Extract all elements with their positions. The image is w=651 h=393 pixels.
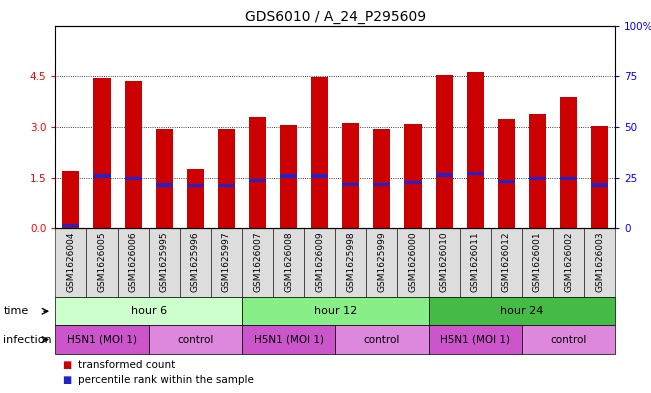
Text: H5N1 (MOI 1): H5N1 (MOI 1) [440,334,510,345]
Bar [311,77,328,228]
Bar [404,181,422,184]
Bar [436,75,452,228]
Text: ■: ■ [62,375,71,385]
Text: H5N1 (MOI 1): H5N1 (MOI 1) [254,334,324,345]
Bar [467,172,484,175]
Bar [560,176,577,180]
Bar [62,171,79,228]
Bar [436,173,452,176]
Bar [591,184,608,187]
Bar [498,180,515,184]
Bar [218,129,235,228]
Text: transformed count: transformed count [78,360,175,370]
Bar [529,114,546,228]
Text: ■: ■ [62,360,71,370]
Bar [591,126,608,228]
Bar [187,169,204,228]
Bar [311,174,328,178]
Bar [94,174,111,178]
Bar [498,119,515,228]
Bar [156,129,173,228]
Text: percentile rank within the sample: percentile rank within the sample [78,375,254,385]
Bar [249,179,266,182]
Bar [280,174,297,178]
Text: control: control [177,334,214,345]
Bar [280,125,297,228]
Bar [342,183,359,186]
Text: control: control [364,334,400,345]
Bar [218,184,235,187]
Bar [124,176,142,180]
Bar [374,183,391,186]
Text: hour 6: hour 6 [131,306,167,316]
Bar [249,118,266,228]
Bar [94,78,111,228]
Bar [374,129,391,228]
Bar [529,176,546,180]
Bar [156,184,173,187]
Bar [187,184,204,187]
Bar [467,72,484,228]
Bar [62,224,79,227]
Bar [560,97,577,228]
Bar [404,124,422,228]
Text: control: control [550,334,587,345]
Text: hour 12: hour 12 [314,306,357,316]
Text: H5N1 (MOI 1): H5N1 (MOI 1) [67,334,137,345]
Bar [124,81,142,228]
Text: hour 24: hour 24 [500,306,544,316]
Text: GDS6010 / A_24_P295609: GDS6010 / A_24_P295609 [245,10,426,24]
Bar [342,123,359,228]
Text: infection: infection [3,334,52,345]
Text: time: time [3,306,29,316]
